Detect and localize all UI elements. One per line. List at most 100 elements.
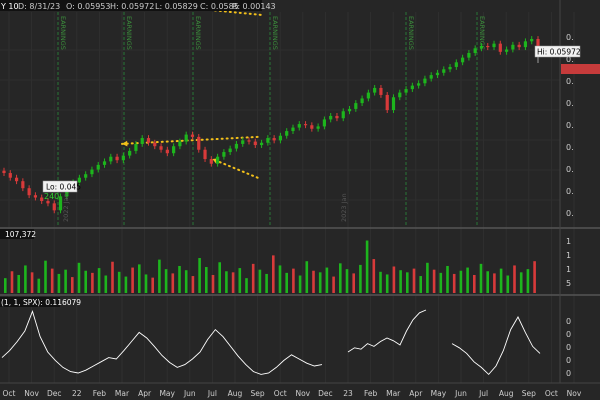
volume-bar	[345, 269, 349, 293]
volume-bar	[426, 262, 429, 293]
candle-body	[178, 141, 182, 147]
candle-body	[8, 173, 12, 178]
candle-body	[498, 43, 502, 52]
volume-bar	[211, 274, 215, 293]
volume-bar	[218, 262, 221, 293]
candle-body	[102, 161, 107, 165]
candle-body	[52, 203, 56, 211]
volume-bar	[372, 259, 376, 293]
volume-axis-label: 1	[566, 237, 571, 246]
candle-body	[379, 87, 383, 95]
price-axis-label: 0.	[566, 187, 574, 196]
x-tick-label: Dec	[318, 389, 333, 398]
x-tick-label: Jun	[183, 389, 196, 398]
volume-bar	[519, 272, 523, 293]
candle-body	[259, 142, 264, 146]
candle-body	[109, 156, 113, 162]
x-tick-label: Oct	[3, 389, 16, 398]
x-tick-label: Aug	[228, 389, 243, 398]
volume-bar	[131, 267, 134, 293]
x-tick-label: 23	[343, 389, 353, 398]
time-axis[interactable]: Oct Nov Dec 22 Feb Mar Apr May Jun Jul Aug Sep Oct No…	[3, 389, 582, 398]
candle-body	[429, 75, 433, 79]
candle-body	[423, 78, 427, 84]
candle-body	[435, 72, 440, 76]
volume-bar	[151, 277, 154, 293]
header-close: C: 0.0585	[200, 2, 239, 11]
volume-bar	[392, 266, 396, 293]
volume-bar	[231, 272, 235, 293]
volume-bar	[305, 261, 309, 293]
candle-body	[303, 124, 308, 126]
candle-body	[398, 92, 402, 98]
lo-callout-box	[42, 180, 78, 193]
volume-bars	[4, 240, 536, 293]
candle-body	[316, 126, 320, 129]
candle-body	[278, 135, 283, 141]
volume-bar	[298, 275, 302, 293]
volume-bar	[379, 271, 382, 293]
volume-bar	[272, 255, 275, 293]
volume-bar	[245, 278, 248, 293]
volume-bar	[506, 275, 510, 293]
study-line-segment	[1, 310, 323, 375]
candle-body	[360, 98, 364, 104]
candle-body	[90, 169, 94, 175]
candle-body	[216, 156, 220, 164]
candle-body	[128, 150, 132, 156]
candle-body	[322, 119, 326, 127]
candle-body	[84, 174, 88, 178]
price-axis[interactable]: 0. 0. 0. 0. 0. 0. 0. 0. 0. 1 1 1 5 0 0 0 0 0	[561, 33, 600, 378]
candle-body	[442, 69, 446, 73]
x-tick-label: Sep	[251, 389, 265, 398]
candle-body	[14, 177, 19, 182]
candle-body	[285, 131, 289, 136]
volume-bar	[278, 265, 282, 293]
candle-body	[391, 97, 396, 111]
price-axis-label: 0.	[566, 99, 574, 108]
hi-callout: Hi: 0.05972	[537, 48, 581, 57]
candle-body	[385, 94, 389, 111]
candle-body	[184, 134, 188, 142]
volume-bar	[138, 264, 141, 293]
candle-body	[222, 152, 226, 157]
header-bar	[0, 0, 262, 11]
price-axis-label: 0.	[566, 165, 574, 174]
earnings-label: EARNINGS	[125, 16, 133, 50]
volume-bar	[459, 270, 463, 293]
candle-body	[417, 83, 421, 86]
candle-body	[40, 197, 44, 202]
volume-bar	[285, 272, 288, 293]
volume-bar	[446, 265, 449, 293]
price-axis-label: 0.	[566, 55, 574, 64]
header-range: R: 0.00143	[232, 2, 276, 11]
header-low: L: 0.05829	[155, 2, 198, 11]
volume-bar	[318, 272, 322, 293]
volume-bar	[124, 276, 128, 293]
volume-bar	[17, 274, 20, 293]
x-tick-label: Jul	[207, 389, 217, 398]
volume-bar	[325, 267, 329, 293]
candle-body	[203, 149, 207, 160]
header-symbol[interactable]: Y 10	[0, 2, 19, 11]
candle-body	[479, 45, 484, 49]
candle-body	[530, 38, 534, 42]
candle-body	[121, 155, 125, 161]
volume-bar	[44, 260, 47, 293]
candle-body	[190, 134, 195, 137]
candle-body	[404, 89, 408, 93]
study-line	[1, 309, 541, 376]
candle-body	[165, 149, 169, 154]
volume-bar	[406, 272, 409, 293]
candle-body	[134, 143, 138, 151]
candle-body	[523, 41, 528, 48]
volume-axis-label: 1	[566, 265, 571, 274]
volume-label: 107,372	[5, 230, 36, 239]
candle-body	[46, 201, 50, 204]
study-line-segment	[451, 316, 541, 376]
volume-bar	[419, 276, 422, 293]
period-label: 2022 Jan	[62, 193, 70, 222]
earnings-label: EARNINGS	[194, 16, 202, 50]
candle-body	[146, 138, 151, 143]
